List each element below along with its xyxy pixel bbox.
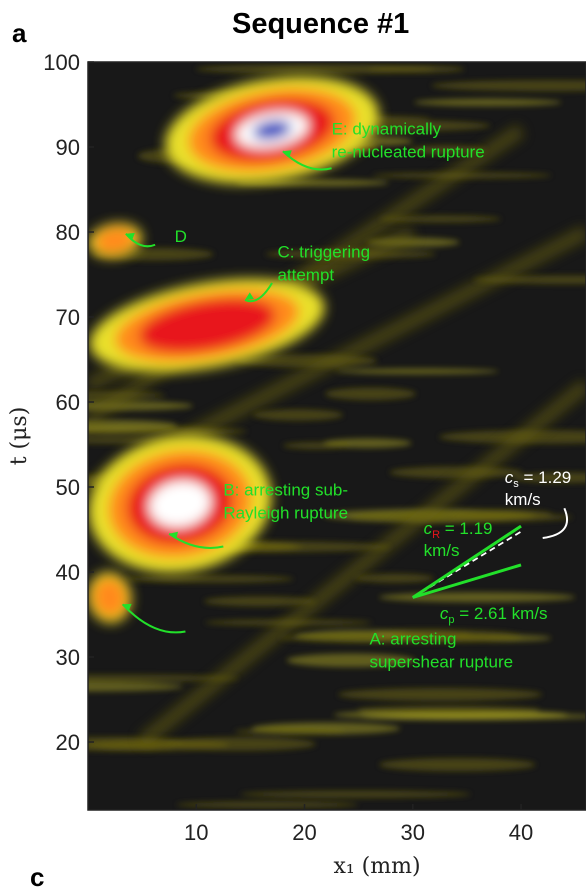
x-tick-label: 20 [292, 820, 316, 845]
noise-streak [512, 472, 586, 483]
y-tick-label: 50 [56, 475, 80, 500]
plot-frame [87, 61, 586, 811]
noise-streak [355, 573, 434, 583]
speed-label-s: cs = 1.29 [505, 468, 571, 490]
noise-streak [286, 653, 415, 668]
x-tick-label: 40 [509, 820, 533, 845]
annotation-A-arrowhead [122, 603, 132, 612]
noise-streak [195, 64, 435, 74]
noise-streak [253, 409, 343, 421]
feature-E [165, 76, 380, 184]
noise-streak [367, 65, 465, 73]
annotation-E-line-1: re-nucleated rupture [332, 142, 485, 161]
wave-ridge [137, 379, 586, 748]
noise-streak [88, 682, 184, 692]
feature-B-level-3 [148, 480, 212, 528]
annotation-C-arrow [244, 282, 273, 303]
noise-streak [88, 674, 239, 682]
noise-streak [176, 801, 359, 809]
noise-streak [389, 466, 523, 479]
noise-streak [325, 387, 416, 401]
axes-layer: 20 30 40 50 60 70 80 90 100 10 20 30 40 x₁ (mm) t (μs) [7, 50, 586, 879]
noise-streak [338, 687, 543, 701]
noise-streak [378, 592, 576, 603]
annotation-D-arrow [125, 233, 156, 248]
speed-s-pointer [542, 507, 569, 539]
annotation-E-line-0: E: dynamically [332, 119, 442, 138]
x-tick-label: 30 [401, 820, 425, 845]
speed-unit-s: km/s [505, 490, 541, 509]
noise-streak [203, 596, 316, 607]
noise-streak [88, 391, 166, 400]
y-tick-label: 40 [56, 560, 80, 585]
feature-A [88, 572, 132, 623]
y-tick-label: 100 [43, 50, 80, 75]
noise-streak [124, 575, 294, 583]
noise-streak [335, 368, 499, 375]
annotations-layer: A: arresting supershear rupture B: arresti… [121, 119, 513, 671]
annotation-A-line-0: A: arresting [369, 629, 456, 648]
annotation-B-arrowhead [169, 531, 178, 540]
feature-C-level-2 [138, 298, 276, 353]
noise-streak [88, 419, 178, 431]
feature-C [89, 278, 325, 373]
noise-streak [409, 145, 486, 155]
annotation-B-line-1: Rayleigh rupture [223, 504, 348, 523]
annotation-A-line-1: supershear rupture [369, 652, 513, 671]
chart-title: Sequence #1 [232, 8, 410, 40]
noise-streak [357, 705, 540, 714]
x-axis-label: x₁ (mm) [333, 854, 420, 879]
feature-A-level-1 [92, 577, 127, 618]
annotation-C-line-1: attempt [277, 266, 334, 285]
noise-streak [379, 758, 536, 772]
noise-streak [164, 737, 316, 751]
speed-unit-R: km/s [424, 541, 460, 560]
noise-streak [450, 509, 553, 519]
y-axis-label: t (μs) [7, 407, 32, 466]
y-tick-label: 90 [56, 135, 80, 160]
y-tick-label: 80 [56, 220, 80, 245]
x-tick-label: 10 [184, 820, 208, 845]
noise-streak [431, 80, 586, 92]
annotation-E-arrowhead [282, 150, 292, 158]
noise-streak [380, 215, 501, 223]
y-tick-label: 60 [56, 390, 80, 415]
noise-streak [234, 728, 345, 735]
noise-streak [413, 98, 562, 107]
y-tick-label: 30 [56, 645, 80, 670]
noise-streak [279, 633, 522, 643]
speed-line-p [412, 563, 522, 599]
annotation-C-arrowhead [244, 292, 254, 300]
feature-D-level-1 [94, 226, 136, 255]
speed-label-p: cp = 2.61 km/s [440, 604, 548, 626]
panel-label: a [12, 18, 27, 48]
y-tick-label: 20 [56, 730, 80, 755]
heatmap-layer [88, 64, 586, 809]
speed-label-R: cR = 1.19 [424, 519, 493, 541]
annotation-D-line-0: D [175, 227, 187, 246]
noise-streak [240, 790, 471, 798]
annotation-B-line-0: B: arresting sub- [223, 481, 348, 500]
speed-line-R [411, 524, 522, 599]
feature-D [88, 223, 142, 258]
feature-E-level-4 [252, 120, 292, 140]
noise-streak [282, 442, 350, 449]
y-tick-label: 70 [56, 305, 80, 330]
annotation-C-line-0: C: triggering [277, 243, 370, 262]
feature-B [88, 435, 272, 573]
annotation-D-arrowhead [125, 232, 135, 241]
